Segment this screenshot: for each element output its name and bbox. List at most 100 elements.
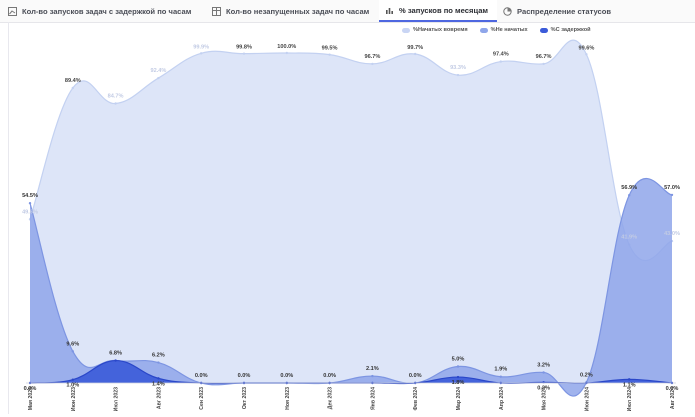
- tab-label: % запусков по месяцам: [399, 5, 489, 15]
- data-point[interactable]: [585, 53, 588, 56]
- data-label: 0.0%: [238, 373, 251, 379]
- data-point[interactable]: [542, 371, 545, 374]
- legend-swatch: [479, 27, 488, 33]
- x-tick-label: Июл 2024: [627, 387, 633, 411]
- data-label: 96.7%: [364, 54, 380, 60]
- tab-not-started-by-hour[interactable]: Кол-во незапущенных задач по часам: [206, 0, 379, 22]
- data-label: 1.4%: [152, 381, 165, 387]
- data-label: 99.7%: [407, 45, 423, 51]
- chart-legend: %Начатых вовремя %Не начатых %С задержко…: [402, 25, 591, 35]
- pie-icon: [503, 6, 512, 16]
- data-label: 57.0%: [664, 185, 680, 191]
- x-tick-label: Ноя 2023: [285, 387, 291, 410]
- data-label: 0.0%: [323, 373, 336, 379]
- data-point[interactable]: [456, 365, 460, 368]
- data-label: 0.2%: [580, 372, 593, 378]
- legend-item-delayed[interactable]: %С задержкой: [539, 25, 591, 35]
- data-label: 99.6%: [578, 45, 594, 51]
- data-label: 56.9%: [621, 185, 637, 191]
- data-label: 3.2%: [537, 362, 550, 368]
- data-point[interactable]: [114, 102, 117, 105]
- data-label: 1.9%: [494, 367, 507, 373]
- data-point[interactable]: [71, 350, 75, 353]
- data-point[interactable]: [71, 86, 75, 90]
- data-label: 93.3%: [450, 65, 466, 71]
- x-tick-label: Мая 2023: [28, 387, 34, 410]
- x-tick-label: Мар 2024: [456, 387, 462, 411]
- data-label: 0.0%: [666, 386, 679, 392]
- legend-item-not-started[interactable]: %Не начатых: [479, 25, 528, 35]
- data-label: 9.6%: [66, 341, 79, 347]
- tab-status-distribution[interactable]: Распределение статусов: [497, 0, 623, 22]
- data-point[interactable]: [157, 76, 160, 80]
- data-label: 1.8%: [452, 380, 465, 386]
- data-label: 41.9%: [621, 235, 637, 241]
- data-point[interactable]: [328, 53, 331, 56]
- x-tick-label: Июл 2023: [114, 387, 120, 411]
- data-label: 43.0%: [664, 231, 680, 237]
- data-point[interactable]: [499, 60, 502, 63]
- tab-label: Кол-во запусков задач с задержкой по час…: [22, 6, 192, 16]
- data-point[interactable]: [628, 378, 631, 381]
- legend-swatch: [402, 27, 410, 33]
- x-tick-label: Авг 2024: [670, 387, 676, 409]
- data-label: 6.2%: [152, 353, 165, 359]
- tab-delayed-by-hour[interactable]: Кол-во запусков задач с задержкой по час…: [2, 0, 205, 22]
- data-label: 1.1%: [623, 382, 636, 388]
- data-label: 54.5%: [22, 193, 38, 199]
- data-label: 5.0%: [452, 357, 465, 363]
- chart-panel: [8, 22, 692, 414]
- data-label: 99.8%: [236, 45, 252, 51]
- data-point[interactable]: [499, 375, 502, 378]
- data-point[interactable]: [456, 375, 460, 379]
- x-tick-label: Авг 2023: [156, 387, 162, 409]
- x-tick-label: Фев 2024: [413, 387, 419, 411]
- data-label: 0.0%: [280, 373, 293, 379]
- data-point[interactable]: [371, 62, 374, 66]
- data-point[interactable]: [114, 359, 117, 362]
- data-point[interactable]: [542, 62, 545, 66]
- legend-label: %Не начатых: [490, 27, 528, 33]
- legend-swatch: [539, 27, 548, 33]
- data-label: 99.5%: [322, 46, 338, 52]
- data-label: 0.2%: [537, 385, 550, 391]
- data-label: 1.0%: [66, 383, 79, 389]
- data-point[interactable]: [157, 377, 160, 380]
- data-label: 6.8%: [109, 351, 122, 357]
- data-point[interactable]: [200, 52, 203, 55]
- data-label: 100.0%: [277, 44, 296, 50]
- chart-icon: [8, 6, 17, 16]
- data-label: 99.9%: [193, 44, 209, 50]
- data-point[interactable]: [157, 361, 160, 364]
- x-tick-label: Апр 2024: [499, 387, 505, 410]
- bar-chart-icon: [385, 6, 394, 15]
- data-point[interactable]: [71, 378, 75, 381]
- data-point[interactable]: [456, 73, 460, 77]
- data-point[interactable]: [285, 51, 288, 55]
- legend-label: %Начатых вовремя: [413, 27, 468, 33]
- x-tick-label: Окт 2023: [242, 387, 248, 409]
- x-tick-label: Июн 2023: [71, 387, 77, 411]
- table-icon: [212, 6, 221, 16]
- x-tick-label: Дек 2023: [328, 387, 334, 409]
- legend-label: %С задержкой: [550, 27, 591, 33]
- data-label: 0.0%: [24, 386, 37, 392]
- data-point[interactable]: [371, 374, 374, 378]
- data-label: 0.0%: [195, 373, 208, 379]
- tab-monthly-percent[interactable]: % запусков по месяцам: [379, 0, 497, 22]
- data-label: 2.1%: [366, 366, 379, 372]
- x-tick-label: Мая 2024: [542, 387, 548, 410]
- data-label: 49.6%: [22, 209, 38, 215]
- data-point[interactable]: [670, 193, 674, 197]
- x-tick-label: Сен 2023: [199, 387, 205, 410]
- data-point[interactable]: [628, 194, 631, 197]
- data-point[interactable]: [242, 52, 246, 55]
- data-point[interactable]: [28, 201, 32, 205]
- data-label: 89.4%: [65, 78, 81, 84]
- data-point[interactable]: [414, 52, 417, 56]
- legend-item-on-time[interactable]: %Начатых вовремя: [402, 25, 468, 35]
- tab-bar: Кол-во запусков задач с задержкой по час…: [0, 0, 695, 23]
- data-label: 97.4%: [493, 52, 509, 58]
- data-label: 84.7%: [108, 93, 124, 99]
